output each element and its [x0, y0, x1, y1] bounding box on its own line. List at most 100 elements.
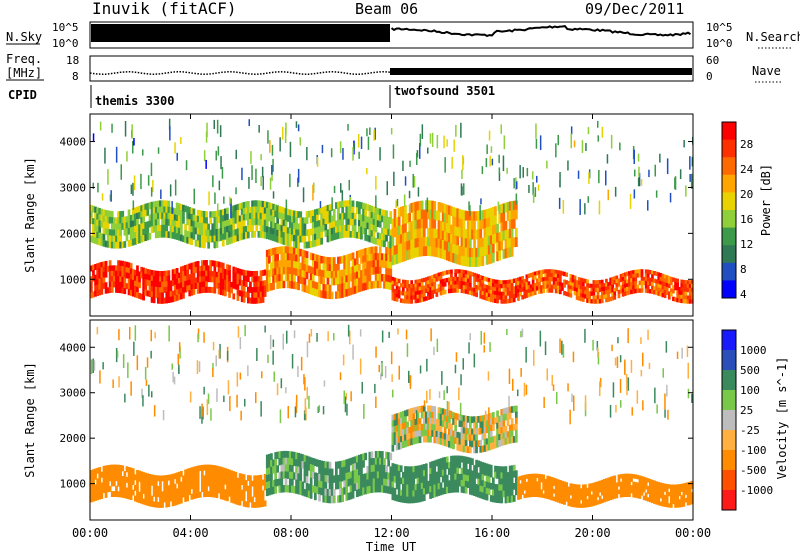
- heatmap-cell: [196, 360, 199, 374]
- heatmap-cell: [450, 288, 453, 293]
- heatmap-cell: [630, 282, 633, 287]
- heatmap-cell: [410, 478, 413, 486]
- heatmap-cell: [399, 290, 403, 296]
- heatmap-cell: [221, 472, 225, 479]
- heatmap-cell: [471, 440, 474, 448]
- heatmap-cell: [255, 270, 259, 277]
- heatmap-cell: [278, 274, 282, 282]
- heatmap-cell: [512, 293, 516, 299]
- heatmap-cell: [108, 229, 112, 236]
- heatmap-cell: [138, 292, 141, 299]
- heatmap-cell: [600, 291, 604, 296]
- heatmap-cell: [316, 261, 319, 270]
- heatmap-cell: [161, 496, 164, 503]
- heatmap-cell: [152, 225, 156, 233]
- heatmap-cell: [577, 292, 581, 297]
- heatmap-cell: [230, 218, 233, 226]
- heatmap-cell: [636, 486, 640, 491]
- heatmap-cell: [330, 148, 333, 158]
- heatmap-cell: [247, 491, 250, 497]
- heatmap-cell: [481, 462, 485, 469]
- heatmap-cell: [184, 265, 187, 271]
- heatmap-cell: [548, 491, 552, 496]
- heatmap-cell: [554, 489, 558, 495]
- heatmap-cell: [353, 231, 357, 239]
- heatmap-cell: [412, 496, 416, 504]
- heatmap-cell: [251, 218, 254, 226]
- heatmap-cell: [454, 284, 457, 289]
- heatmap-cell: [134, 495, 137, 502]
- heatmap-cell: [152, 281, 156, 288]
- heatmap-cell: [395, 425, 399, 433]
- heatmap-cell: [291, 274, 294, 282]
- heatmap-cell: [194, 471, 198, 478]
- heatmap-cell: [326, 211, 330, 218]
- heatmap-cell: [414, 437, 418, 444]
- heatmap-cell: [270, 480, 273, 488]
- heatmap-cell: [383, 209, 386, 217]
- heatmap-cell: [268, 233, 271, 240]
- heatmap-cell: [661, 490, 665, 496]
- heatmap-cell: [182, 204, 185, 212]
- heatmap-cell: [679, 169, 682, 180]
- heatmap-cell: [402, 291, 405, 296]
- heatmap-cell: [171, 484, 175, 491]
- heatmap-cell: [617, 282, 621, 287]
- heatmap-cell: [192, 482, 196, 489]
- heatmap-cell: [376, 220, 380, 227]
- heatmap-cell: [590, 502, 594, 507]
- heatmap-cell: [194, 476, 198, 483]
- heatmap-cell: [226, 468, 229, 475]
- heatmap-cell: [232, 205, 236, 213]
- heatmap-cell: [98, 483, 102, 489]
- heatmap-cell: [628, 485, 631, 490]
- heatmap-cell: [393, 432, 397, 439]
- heatmap-cell: [358, 250, 361, 258]
- heatmap-cell: [347, 260, 351, 269]
- heatmap-cell: [420, 464, 424, 472]
- heatmap-cell: [98, 220, 102, 227]
- heatmap-cell: [410, 280, 413, 285]
- heatmap-cell: [621, 277, 625, 282]
- heatmap-cell: [420, 405, 424, 413]
- heatmap-cell: [311, 274, 315, 282]
- heatmap-cell: [579, 492, 583, 497]
- heatmap-cell: [441, 487, 445, 495]
- heatmap-cell: [425, 463, 428, 471]
- heatmap-cell: [274, 210, 277, 218]
- heatmap-cell: [240, 220, 244, 228]
- heatmap-cell: [272, 268, 275, 277]
- heatmap-cell: [364, 221, 367, 229]
- heatmap-cell: [640, 280, 644, 286]
- heatmap-cell: [140, 487, 143, 494]
- heatmap-cell: [123, 277, 127, 284]
- heatmap-cell: [548, 280, 552, 286]
- heatmap-cell: [90, 217, 93, 224]
- heatmap-cell: [297, 235, 300, 243]
- noise-sky-block: [91, 24, 390, 42]
- heatmap-cell: [385, 222, 388, 230]
- heatmap-cell: [556, 490, 560, 495]
- heatmap-cell: [309, 457, 313, 465]
- heatmap-cell: [383, 458, 386, 466]
- heatmap-cell: [444, 157, 446, 173]
- heatmap-cell: [257, 212, 261, 220]
- heatmap-cell: [500, 496, 504, 504]
- heatmap-cell: [404, 299, 407, 304]
- heatmap-cell: [481, 474, 485, 481]
- heatmap-cell: [437, 419, 441, 426]
- heatmap-cell: [278, 206, 282, 213]
- heatmap-cell: [299, 262, 303, 271]
- heatmap-cell: [402, 283, 405, 288]
- heatmap-cell: [260, 401, 262, 417]
- heatmap-cell: [443, 487, 447, 494]
- heatmap-cell: [422, 494, 426, 501]
- heatmap-cell: [460, 374, 462, 386]
- heatmap-cell: [123, 241, 127, 248]
- heatmap-cell: [527, 489, 531, 494]
- heatmap-cell: [198, 234, 202, 242]
- noise-search-label: N.Search: [746, 30, 800, 44]
- heatmap-cell: [391, 218, 395, 229]
- heatmap-cell: [584, 491, 587, 497]
- heatmap-cell: [284, 485, 288, 493]
